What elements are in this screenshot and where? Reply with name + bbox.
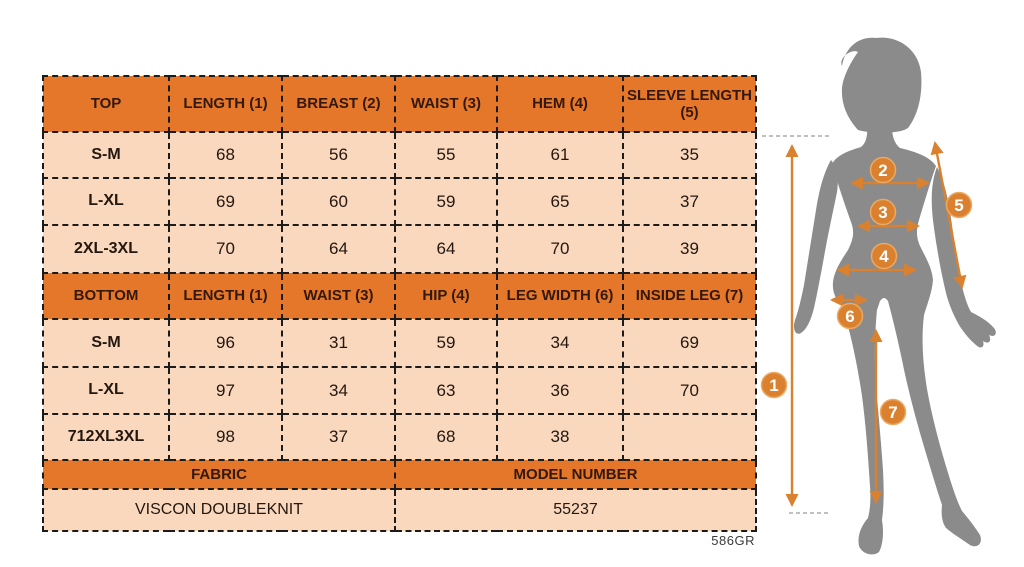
value-cell: 68 (394, 413, 498, 461)
silhouette-body (832, 124, 981, 555)
value-cell: 69 (622, 318, 757, 368)
value-cell: 65 (496, 177, 624, 226)
marker-7-number: 7 (888, 403, 897, 422)
marker-5-circle (945, 191, 973, 219)
marker-1-number: 1 (769, 376, 778, 395)
header-cell-length: LENGTH (1) (168, 272, 283, 320)
value-cell: 38 (496, 413, 624, 461)
size-label: L-XL (42, 366, 170, 415)
model-number-value: 55237 (394, 488, 757, 532)
value-cell: 61 (496, 131, 624, 179)
header-cell-hem: HEM (4) (496, 75, 624, 133)
header-cell-fabric: FABRIC (42, 459, 396, 490)
marker-3-circle (869, 198, 897, 226)
value-cell: 63 (394, 366, 498, 415)
measurement-arrows (785, 141, 967, 507)
size-chart-table: TOP LENGTH (1) BREAST (2) WAIST (3) HEM … (42, 75, 757, 532)
marker-3-number: 3 (878, 203, 887, 222)
value-cell: 59 (394, 318, 498, 368)
header-cell-leg-width: LEG WIDTH (6) (496, 272, 624, 320)
value-cell: 70 (496, 224, 624, 274)
value-cell: 56 (281, 131, 396, 179)
value-cell: 59 (394, 177, 498, 226)
silhouette-head (841, 37, 922, 133)
value-cell: 34 (281, 366, 396, 415)
size-label: 2XL-3XL (42, 224, 170, 274)
header-cell-hip: HIP (4) (394, 272, 498, 320)
header-cell-sleeve-length: SLEEVE LENGTH (5) (622, 75, 757, 133)
marker-6-number: 6 (845, 307, 854, 326)
size-label: L-XL (42, 177, 170, 226)
value-cell: 70 (168, 224, 283, 274)
marker-2-circle (869, 156, 897, 184)
silhouette-left-arm (793, 160, 838, 334)
marker-7-circle (879, 398, 907, 426)
marker-6-circle (836, 302, 864, 330)
table-row: S-M 68 56 55 61 35 (42, 131, 757, 179)
fabric-header-row: FABRIC MODEL NUMBER (42, 459, 757, 490)
measurement-markers: 1 2 3 4 5 6 7 (760, 156, 973, 426)
value-cell: 64 (394, 224, 498, 274)
value-cell: 70 (622, 366, 757, 415)
top-header-row: TOP LENGTH (1) BREAST (2) WAIST (3) HEM … (42, 75, 757, 133)
value-cell: 98 (168, 413, 283, 461)
header-cell-breast: BREAST (2) (281, 75, 396, 133)
value-cell: 68 (168, 131, 283, 179)
header-cell-inside-leg: INSIDE LEG (7) (622, 272, 757, 320)
table-row: 712XL3XL 98 37 68 38 (42, 413, 757, 461)
value-cell: 31 (281, 318, 396, 368)
bottom-header-row: BOTTOM LENGTH (1) WAIST (3) HIP (4) LEG … (42, 272, 757, 320)
fabric-value: VISCON DOUBLEKNIT (42, 488, 396, 532)
value-cell (622, 413, 757, 461)
value-cell: 55 (394, 131, 498, 179)
value-cell: 97 (168, 366, 283, 415)
header-cell-length: LENGTH (1) (168, 75, 283, 133)
value-cell: 34 (496, 318, 624, 368)
header-cell-top: TOP (42, 75, 170, 133)
marker-4-circle (870, 242, 898, 270)
size-label: 712XL3XL (42, 413, 170, 461)
fabric-value-row: VISCON DOUBLEKNIT 55237 (42, 488, 757, 532)
value-cell: 96 (168, 318, 283, 368)
header-cell-model-number: MODEL NUMBER (394, 459, 757, 490)
table-row: 2XL-3XL 70 64 64 70 39 (42, 224, 757, 274)
marker-2-number: 2 (878, 161, 887, 180)
table-row: S-M 96 31 59 34 69 (42, 318, 757, 368)
value-cell: 60 (281, 177, 396, 226)
marker-4-number: 4 (879, 247, 889, 266)
header-cell-waist: WAIST (3) (281, 272, 396, 320)
value-cell: 39 (622, 224, 757, 274)
marker-1-circle (760, 371, 788, 399)
table-row: L-XL 97 34 63 36 70 (42, 366, 757, 415)
size-label: S-M (42, 131, 170, 179)
value-cell: 64 (281, 224, 396, 274)
measurement-figure: 1 2 3 4 5 6 7 (760, 37, 996, 555)
style-code: 586GR (711, 533, 755, 548)
table-row: L-XL 69 60 59 65 37 (42, 177, 757, 226)
size-label: S-M (42, 318, 170, 368)
female-silhouette (793, 37, 996, 555)
value-cell: 37 (281, 413, 396, 461)
sleeve-arrow (930, 141, 967, 289)
value-cell: 69 (168, 177, 283, 226)
value-cell: 36 (496, 366, 624, 415)
value-cell: 35 (622, 131, 757, 179)
value-cell: 37 (622, 177, 757, 226)
marker-5-number: 5 (954, 196, 963, 215)
header-cell-waist: WAIST (3) (394, 75, 498, 133)
header-cell-bottom: BOTTOM (42, 272, 170, 320)
